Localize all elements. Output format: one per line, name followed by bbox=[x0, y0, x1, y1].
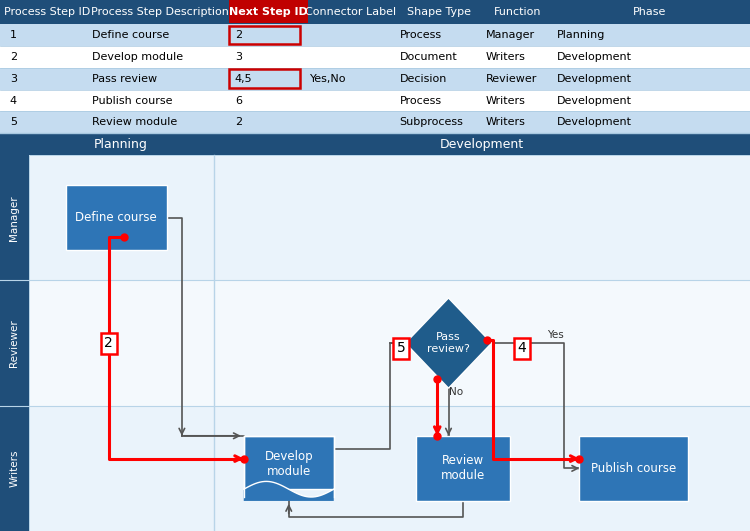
Text: Process: Process bbox=[400, 30, 442, 40]
Text: Planning: Planning bbox=[94, 138, 148, 151]
Bar bbox=[28, 280, 750, 406]
Text: Process Step ID: Process Step ID bbox=[4, 7, 90, 17]
Text: Review
module: Review module bbox=[441, 455, 485, 482]
Bar bbox=[0, 46, 750, 68]
Text: 2: 2 bbox=[104, 336, 113, 350]
Bar bbox=[66, 185, 166, 251]
Text: 4: 4 bbox=[518, 341, 526, 355]
Text: Manager: Manager bbox=[9, 195, 20, 241]
Text: Develop module: Develop module bbox=[92, 52, 183, 62]
Text: Connector Label: Connector Label bbox=[305, 7, 397, 17]
Text: Manager: Manager bbox=[486, 30, 536, 40]
Text: Define course: Define course bbox=[75, 211, 158, 224]
Bar bbox=[0, 406, 28, 531]
Text: Yes,No: Yes,No bbox=[310, 74, 347, 84]
Polygon shape bbox=[405, 298, 492, 388]
Bar bbox=[0, 155, 28, 280]
Text: Yes: Yes bbox=[548, 330, 564, 340]
Text: Decision: Decision bbox=[400, 74, 447, 84]
Text: Writers: Writers bbox=[486, 96, 526, 106]
Text: Shape Type: Shape Type bbox=[407, 7, 471, 17]
Text: Development: Development bbox=[440, 138, 524, 151]
Bar bbox=[229, 70, 300, 88]
Bar bbox=[0, 0, 750, 24]
Text: Planning: Planning bbox=[557, 30, 606, 40]
Text: 3: 3 bbox=[10, 74, 16, 84]
Text: 2: 2 bbox=[235, 117, 242, 127]
Text: Publish course: Publish course bbox=[591, 462, 676, 475]
Bar bbox=[0, 90, 750, 112]
Bar bbox=[229, 25, 300, 45]
Text: Reviewer: Reviewer bbox=[9, 319, 20, 367]
Text: 5: 5 bbox=[397, 341, 406, 355]
Bar bbox=[229, 0, 308, 23]
Bar bbox=[579, 436, 688, 501]
Text: Document: Document bbox=[400, 52, 458, 62]
Bar bbox=[28, 155, 750, 280]
Text: 2: 2 bbox=[235, 30, 242, 40]
Text: 6: 6 bbox=[235, 96, 242, 106]
Text: 4: 4 bbox=[10, 96, 16, 106]
Text: 5: 5 bbox=[10, 117, 16, 127]
Text: Process: Process bbox=[400, 96, 442, 106]
Text: Development: Development bbox=[557, 96, 632, 106]
Text: Next Step ID: Next Step ID bbox=[230, 7, 308, 17]
Text: Pass
review?: Pass review? bbox=[427, 332, 470, 354]
Text: Function: Function bbox=[494, 7, 542, 17]
Text: Development: Development bbox=[557, 52, 632, 62]
Text: Process Step Description: Process Step Description bbox=[91, 7, 229, 17]
Text: Publish course: Publish course bbox=[92, 96, 172, 106]
Text: Writers: Writers bbox=[9, 450, 20, 487]
Text: Pass review: Pass review bbox=[92, 74, 158, 84]
Text: Development: Development bbox=[557, 74, 632, 84]
Bar bbox=[416, 436, 510, 501]
Bar bbox=[0, 24, 750, 46]
Text: Writers: Writers bbox=[486, 117, 526, 127]
Text: Review module: Review module bbox=[92, 117, 178, 127]
Text: 4,5: 4,5 bbox=[235, 74, 252, 84]
Text: 2: 2 bbox=[10, 52, 16, 62]
Bar bbox=[244, 436, 334, 489]
Text: Subprocess: Subprocess bbox=[400, 117, 464, 127]
Text: Writers: Writers bbox=[486, 52, 526, 62]
Text: Reviewer: Reviewer bbox=[486, 74, 537, 84]
Text: 3: 3 bbox=[235, 52, 242, 62]
Bar bbox=[0, 133, 750, 155]
Text: Phase: Phase bbox=[632, 7, 666, 17]
Text: Development: Development bbox=[557, 117, 632, 127]
Bar bbox=[0, 112, 750, 133]
Text: 1: 1 bbox=[10, 30, 16, 40]
Polygon shape bbox=[244, 482, 334, 501]
Text: No: No bbox=[449, 387, 463, 397]
Bar bbox=[28, 406, 750, 531]
Bar bbox=[0, 280, 28, 406]
Text: Develop
module: Develop module bbox=[265, 450, 313, 478]
Bar bbox=[0, 68, 750, 90]
Text: Define course: Define course bbox=[92, 30, 170, 40]
